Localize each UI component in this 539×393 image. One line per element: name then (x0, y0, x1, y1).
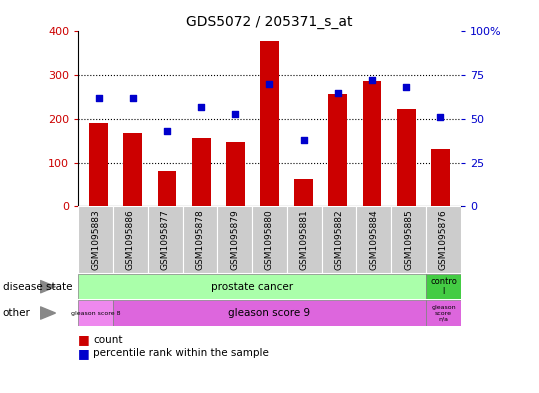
Bar (322, 206, 356, 273)
Point (94, 95, 103, 101)
Bar (226, 142, 245, 206)
Point (334, 90, 342, 96)
Text: GSM1095877: GSM1095877 (161, 209, 170, 270)
Bar (183, 206, 217, 273)
Bar (113, 300, 426, 326)
Text: GSM1095883: GSM1095883 (91, 209, 100, 270)
Text: disease state: disease state (3, 282, 72, 292)
Polygon shape (40, 307, 56, 319)
Bar (426, 300, 461, 326)
Text: other: other (3, 308, 31, 318)
Text: GSM1095881: GSM1095881 (300, 209, 309, 270)
Point (231, 110, 240, 117)
Text: GSM1095876: GSM1095876 (439, 209, 448, 270)
Bar (192, 138, 211, 206)
Text: ■: ■ (78, 347, 90, 360)
Text: count: count (93, 334, 123, 345)
Bar (328, 94, 347, 206)
Bar (123, 133, 142, 206)
Bar (148, 206, 183, 273)
Point (197, 103, 205, 110)
Point (128, 95, 137, 101)
Text: GSM1095878: GSM1095878 (196, 209, 204, 270)
Text: percentile rank within the sample: percentile rank within the sample (93, 348, 269, 358)
Point (163, 128, 171, 134)
Text: gleason score 9: gleason score 9 (229, 308, 310, 318)
Bar (397, 109, 416, 206)
Text: contro
l: contro l (430, 277, 457, 296)
Bar (391, 206, 426, 273)
Text: GSM1095882: GSM1095882 (335, 209, 343, 270)
Text: GSM1095884: GSM1095884 (369, 209, 378, 270)
Text: ■: ■ (78, 333, 90, 346)
Text: GSM1095885: GSM1095885 (404, 209, 413, 270)
Bar (252, 206, 287, 273)
Bar (157, 171, 176, 206)
Bar (113, 206, 148, 273)
Bar (260, 41, 279, 206)
Bar (431, 149, 450, 206)
Bar (356, 206, 391, 273)
Text: GSM1095886: GSM1095886 (126, 209, 135, 270)
Point (368, 77, 376, 84)
Title: GDS5072 / 205371_s_at: GDS5072 / 205371_s_at (186, 15, 353, 29)
Bar (426, 274, 461, 299)
Point (265, 81, 274, 87)
Polygon shape (40, 281, 56, 293)
Bar (363, 81, 382, 206)
Bar (426, 206, 461, 273)
Text: GSM1095880: GSM1095880 (265, 209, 274, 270)
Text: prostate cancer: prostate cancer (211, 282, 293, 292)
Bar (78, 300, 113, 326)
Text: gleason score 8: gleason score 8 (71, 310, 120, 316)
Point (402, 84, 411, 90)
Point (436, 114, 445, 120)
Bar (294, 179, 313, 206)
Text: GSM1095879: GSM1095879 (230, 209, 239, 270)
Bar (287, 206, 322, 273)
Bar (89, 123, 108, 206)
Bar (78, 206, 113, 273)
Text: gleason
score
n/a: gleason score n/a (431, 305, 456, 321)
Point (299, 137, 308, 143)
Bar (217, 206, 252, 273)
